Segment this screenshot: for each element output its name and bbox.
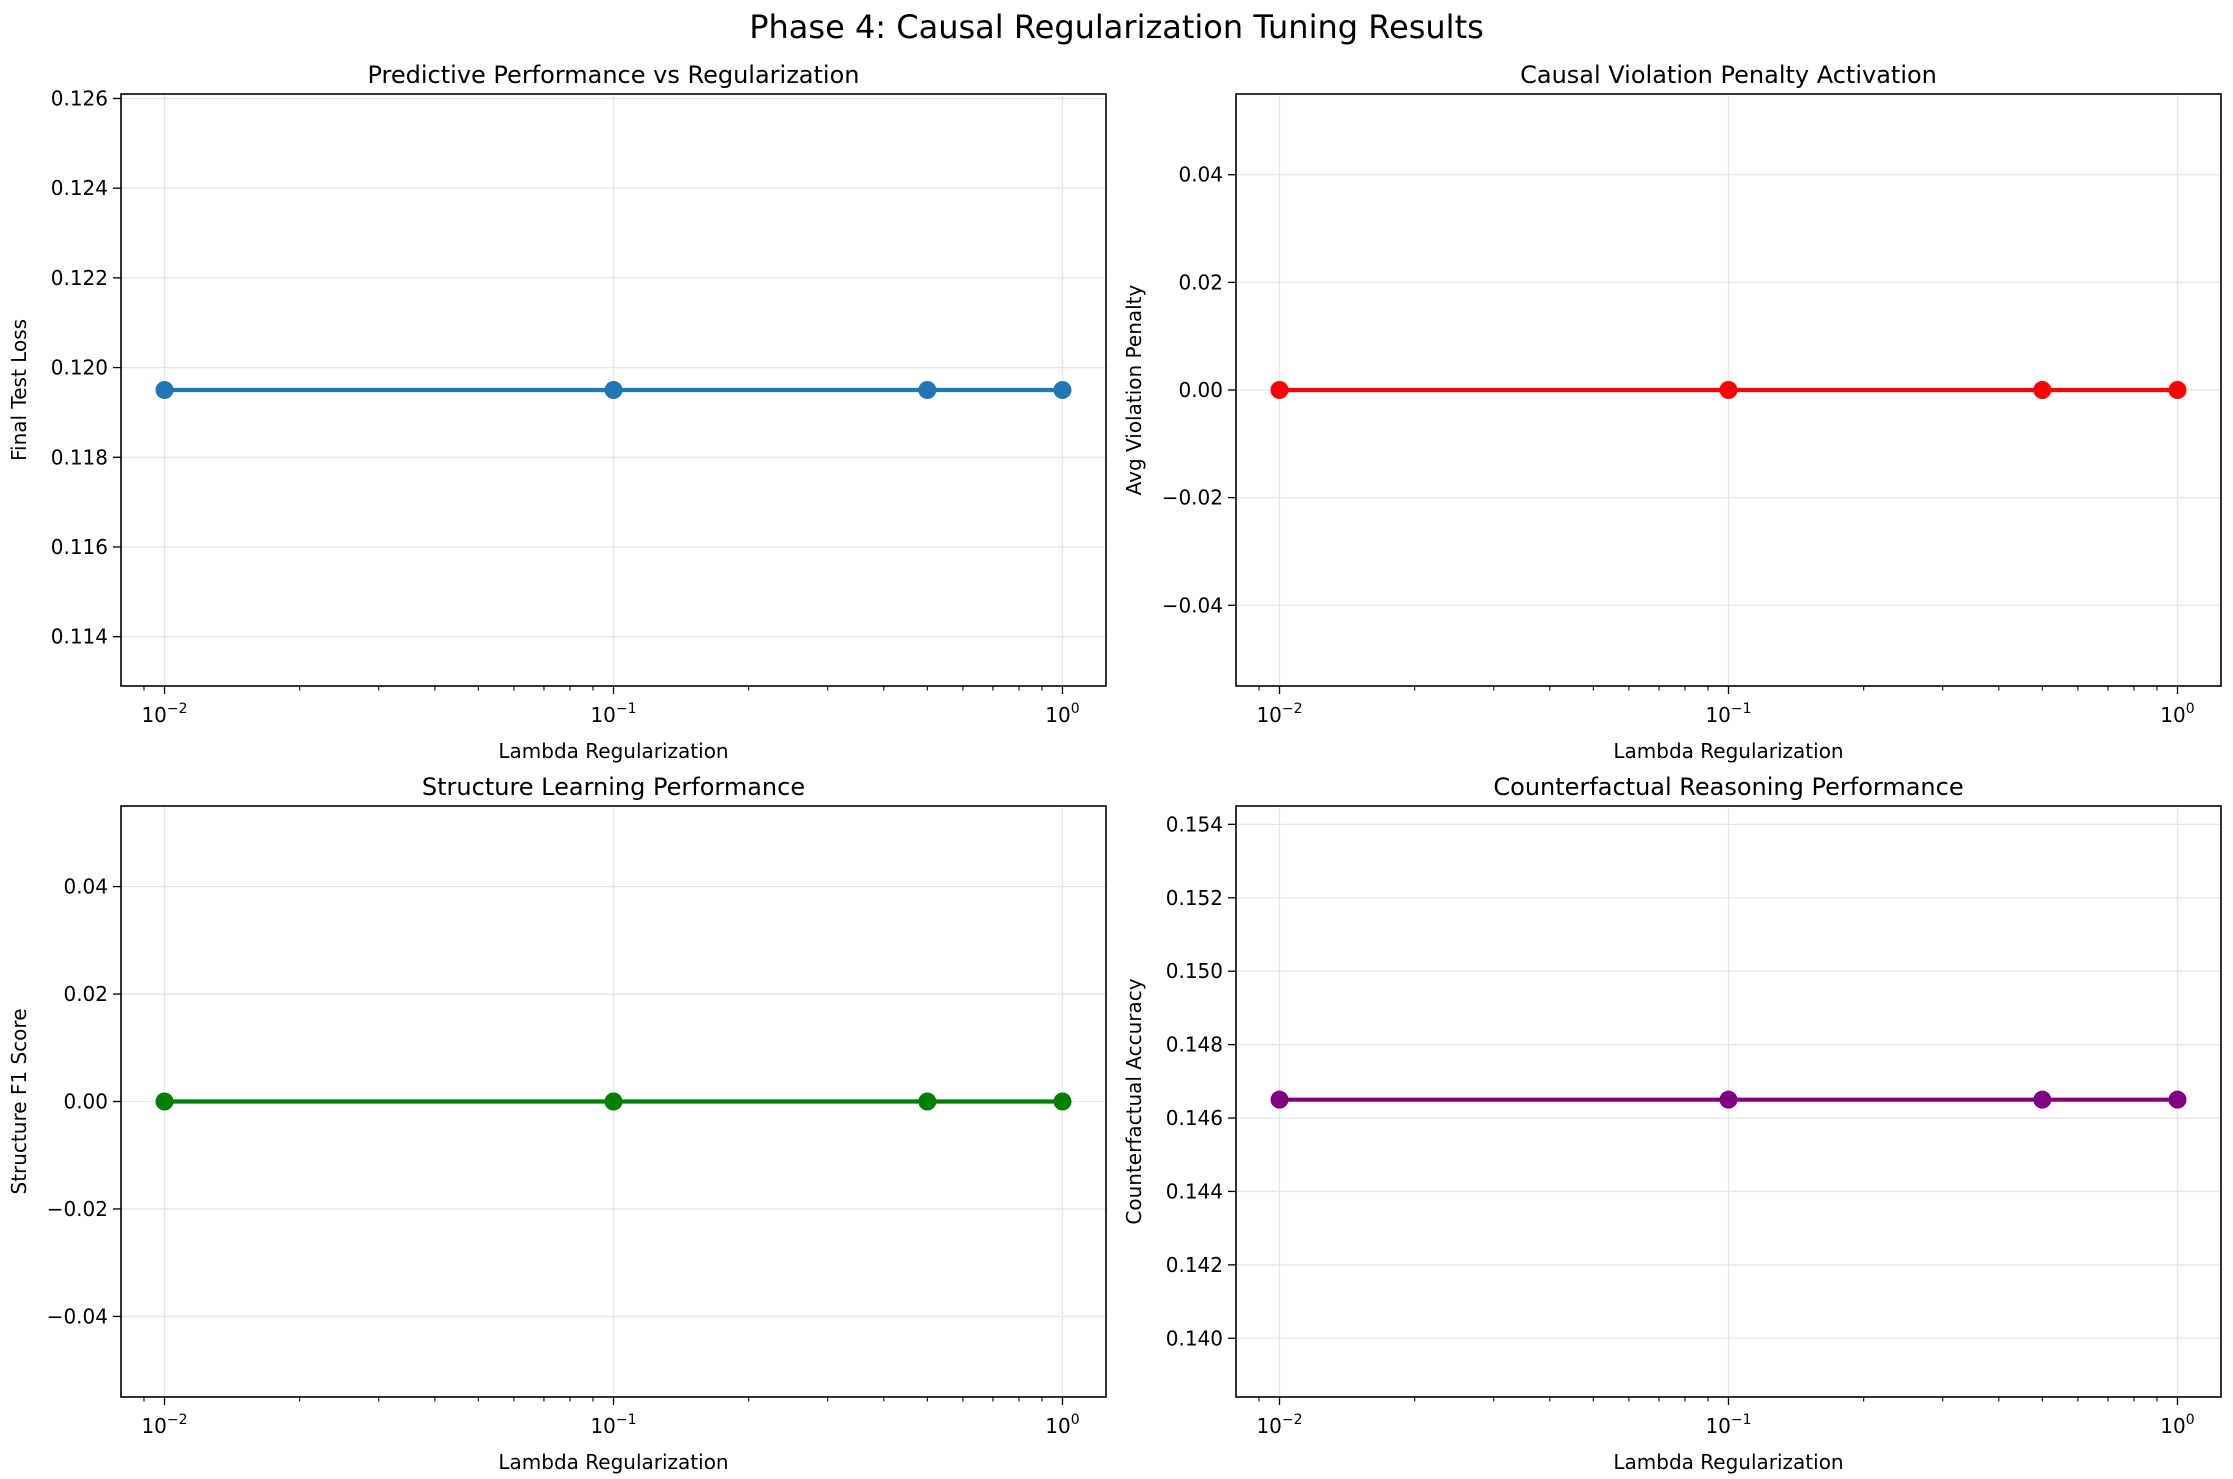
x-tick-label: 10−2: [1256, 701, 1302, 727]
y-tick-label: 0.150: [1166, 959, 1223, 983]
data-point: [1719, 381, 1738, 399]
subplot-4: 10−2 10−1 100 0.140 0.142 0.144 0.146 0.148 0.15…: [1122, 773, 2222, 1474]
x-tick-label: 10−2: [141, 701, 187, 727]
y-tick-label: 0.154: [1166, 812, 1223, 836]
subplot-title: Predictive Performance vs Regularization: [368, 61, 860, 89]
y-tick-label: −0.02: [1162, 486, 1223, 510]
y-tick-label: 0.120: [51, 356, 108, 380]
data-point: [918, 1092, 937, 1111]
data-point: [2033, 381, 2052, 399]
axes-frame: [120, 93, 1107, 687]
y-tick-label: −0.04: [47, 1304, 108, 1328]
data-point: [1719, 1090, 1738, 1109]
y-tick-label: 0.126: [51, 86, 108, 110]
y-tick-label: −0.02: [47, 1197, 108, 1221]
y-tick-label: 0.118: [51, 445, 108, 469]
y-tick-label: 0.124: [51, 176, 108, 200]
y-axis-label: Avg Violation Penalty: [1122, 284, 1146, 495]
y-axis-label: Final Test Loss: [7, 319, 31, 461]
x-axis-label: Lambda Regularization: [1613, 1450, 1843, 1474]
data-point: [155, 381, 174, 399]
y-tick-label: 0.114: [51, 625, 108, 649]
subplot-3: 10−2 10−1 100 −0.04 −0.02 0.00 0.02 0.04 Structu…: [7, 773, 1107, 1474]
figure-title: Phase 4: Causal Regularization Tuning Re…: [749, 8, 1484, 46]
y-tick-label: 0.02: [1178, 270, 1223, 294]
data-point: [604, 381, 623, 399]
x-tick-label: 10−1: [1705, 1412, 1751, 1438]
subplot-title: Structure Learning Performance: [422, 773, 805, 801]
x-tick-label: 10−2: [141, 1412, 187, 1438]
x-tick-label: 100: [1045, 1412, 1079, 1438]
data-point: [2033, 1090, 2052, 1109]
data-point: [918, 381, 937, 399]
x-tick-label: 100: [2160, 701, 2194, 727]
x-tick-label: 10−2: [1256, 1412, 1302, 1438]
y-tick-label: 0.04: [1178, 163, 1223, 187]
data-point: [1053, 1092, 1072, 1111]
y-tick-label: 0.04: [63, 875, 108, 899]
x-axis-label: Lambda Regularization: [498, 739, 728, 763]
data-point: [2168, 381, 2187, 399]
data-point: [155, 1092, 174, 1111]
x-tick-label: 100: [1045, 701, 1079, 727]
data-point: [1270, 1090, 1289, 1109]
data-point: [604, 1092, 623, 1111]
axes-frame: [120, 805, 1107, 1398]
y-tick-label: 0.148: [1166, 1033, 1223, 1057]
subplot-title: Counterfactual Reasoning Performance: [1493, 773, 1963, 801]
x-axis-label: Lambda Regularization: [1613, 739, 1843, 763]
x-tick-label: 10−1: [590, 701, 636, 727]
y-tick-label: 0.152: [1166, 886, 1223, 910]
y-tick-label: 0.00: [1178, 378, 1223, 402]
y-tick-label: 0.140: [1166, 1326, 1223, 1350]
subplot-1: 10−2 10−1 100 0.114 0.116 0.118 0.120 0.122 0.12…: [7, 61, 1107, 763]
y-tick-label: −0.04: [1162, 593, 1223, 617]
y-tick-label: 0.122: [51, 266, 108, 290]
subplot-2: 10−2 10−1 100 −0.04 −0.02 0.00 0.02 0.04 Causal …: [1122, 61, 2222, 763]
data-point: [1053, 381, 1072, 399]
subplot-title: Causal Violation Penalty Activation: [1520, 61, 1937, 89]
data-point: [1270, 381, 1289, 399]
axes-frame: [1235, 805, 2222, 1398]
x-axis-label: Lambda Regularization: [498, 1450, 728, 1474]
x-tick-label: 10−1: [1705, 701, 1751, 727]
y-tick-label: 0.02: [63, 982, 108, 1006]
y-tick-label: 0.146: [1166, 1106, 1223, 1130]
x-tick-label: 10−1: [590, 1412, 636, 1438]
y-axis-label: Counterfactual Accuracy: [1122, 978, 1146, 1224]
y-tick-label: 0.142: [1166, 1253, 1223, 1277]
y-tick-label: 0.00: [63, 1090, 108, 1114]
y-axis-label: Structure F1 Score: [7, 1009, 31, 1195]
axes-frame: [1235, 93, 2222, 687]
y-tick-label: 0.116: [51, 535, 108, 559]
y-tick-label: 0.144: [1166, 1179, 1223, 1203]
data-point: [2168, 1090, 2187, 1109]
x-tick-label: 100: [2160, 1412, 2194, 1438]
